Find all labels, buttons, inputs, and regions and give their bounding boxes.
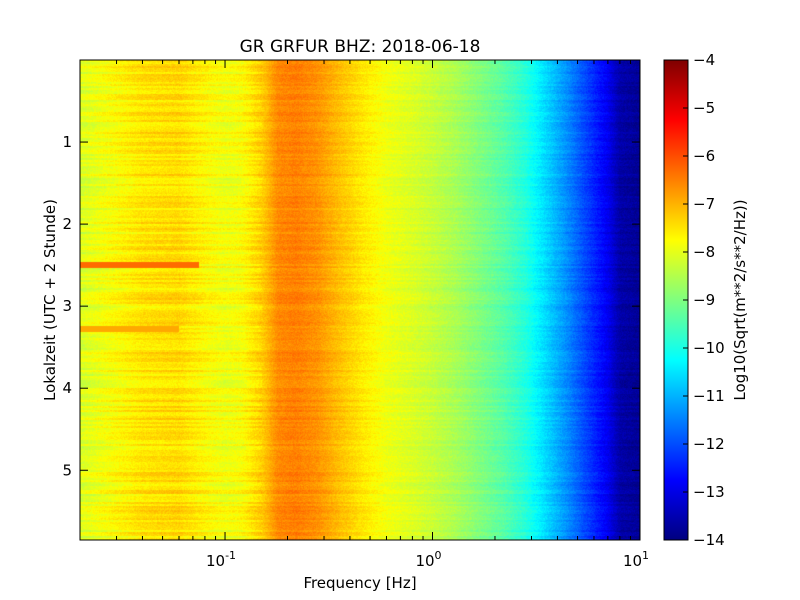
y-tick-label: 5 bbox=[62, 461, 72, 479]
x-axis-label: Frequency [Hz] bbox=[303, 574, 416, 592]
y-tick-label: 1 bbox=[62, 133, 72, 151]
colorbar-tick-label: −6 bbox=[693, 147, 715, 165]
y-tick-label: 3 bbox=[62, 297, 72, 315]
colorbar-tick-label: −5 bbox=[693, 99, 715, 117]
colorbar: −4 −5 −6 −7 −8 −9 −10 −11 −12 −13 −14 Log10(Sqrt(m… bbox=[663, 51, 749, 549]
colorbar-tick-label: −13 bbox=[693, 483, 725, 501]
chart-title: GR GRFUR BHZ: 2018-06-18 bbox=[240, 37, 481, 57]
plot-frame bbox=[79, 59, 641, 541]
colorbar-tick-label: −14 bbox=[693, 531, 725, 549]
x-axis-ticks: 10-1 100 101 bbox=[116, 60, 649, 570]
plot-area bbox=[79, 59, 641, 541]
y-tick-label: 4 bbox=[62, 379, 72, 397]
y-axis-ticks: 1 2 3 4 5 bbox=[62, 133, 640, 479]
spectrogram-heatmap bbox=[80, 60, 640, 540]
colorbar-tick-label: −8 bbox=[693, 243, 715, 261]
x-tick-label: 101 bbox=[623, 549, 649, 570]
colorbar-tick-label: −12 bbox=[693, 435, 725, 453]
y-tick-label: 2 bbox=[62, 215, 72, 233]
colorbar-label: Log10(Sqrt(m**2/s**2/Hz)) bbox=[731, 199, 749, 400]
colorbar-tick-label: −11 bbox=[693, 387, 725, 405]
colorbar-tick-label: −10 bbox=[693, 339, 725, 357]
x-tick-label: 100 bbox=[415, 549, 441, 570]
y-axis-label: Lokalzeit (UTC + 2 Stunde) bbox=[41, 199, 59, 401]
colorbar-tick-label: −4 bbox=[693, 51, 715, 69]
colorbar-tick-label: −7 bbox=[693, 195, 715, 213]
colorbar-tick-label: −9 bbox=[693, 291, 715, 309]
colorbar-ticks: −4 −5 −6 −7 −8 −9 −10 −11 −12 −13 −14 bbox=[683, 51, 725, 549]
x-tick-label: 10-1 bbox=[206, 549, 236, 570]
